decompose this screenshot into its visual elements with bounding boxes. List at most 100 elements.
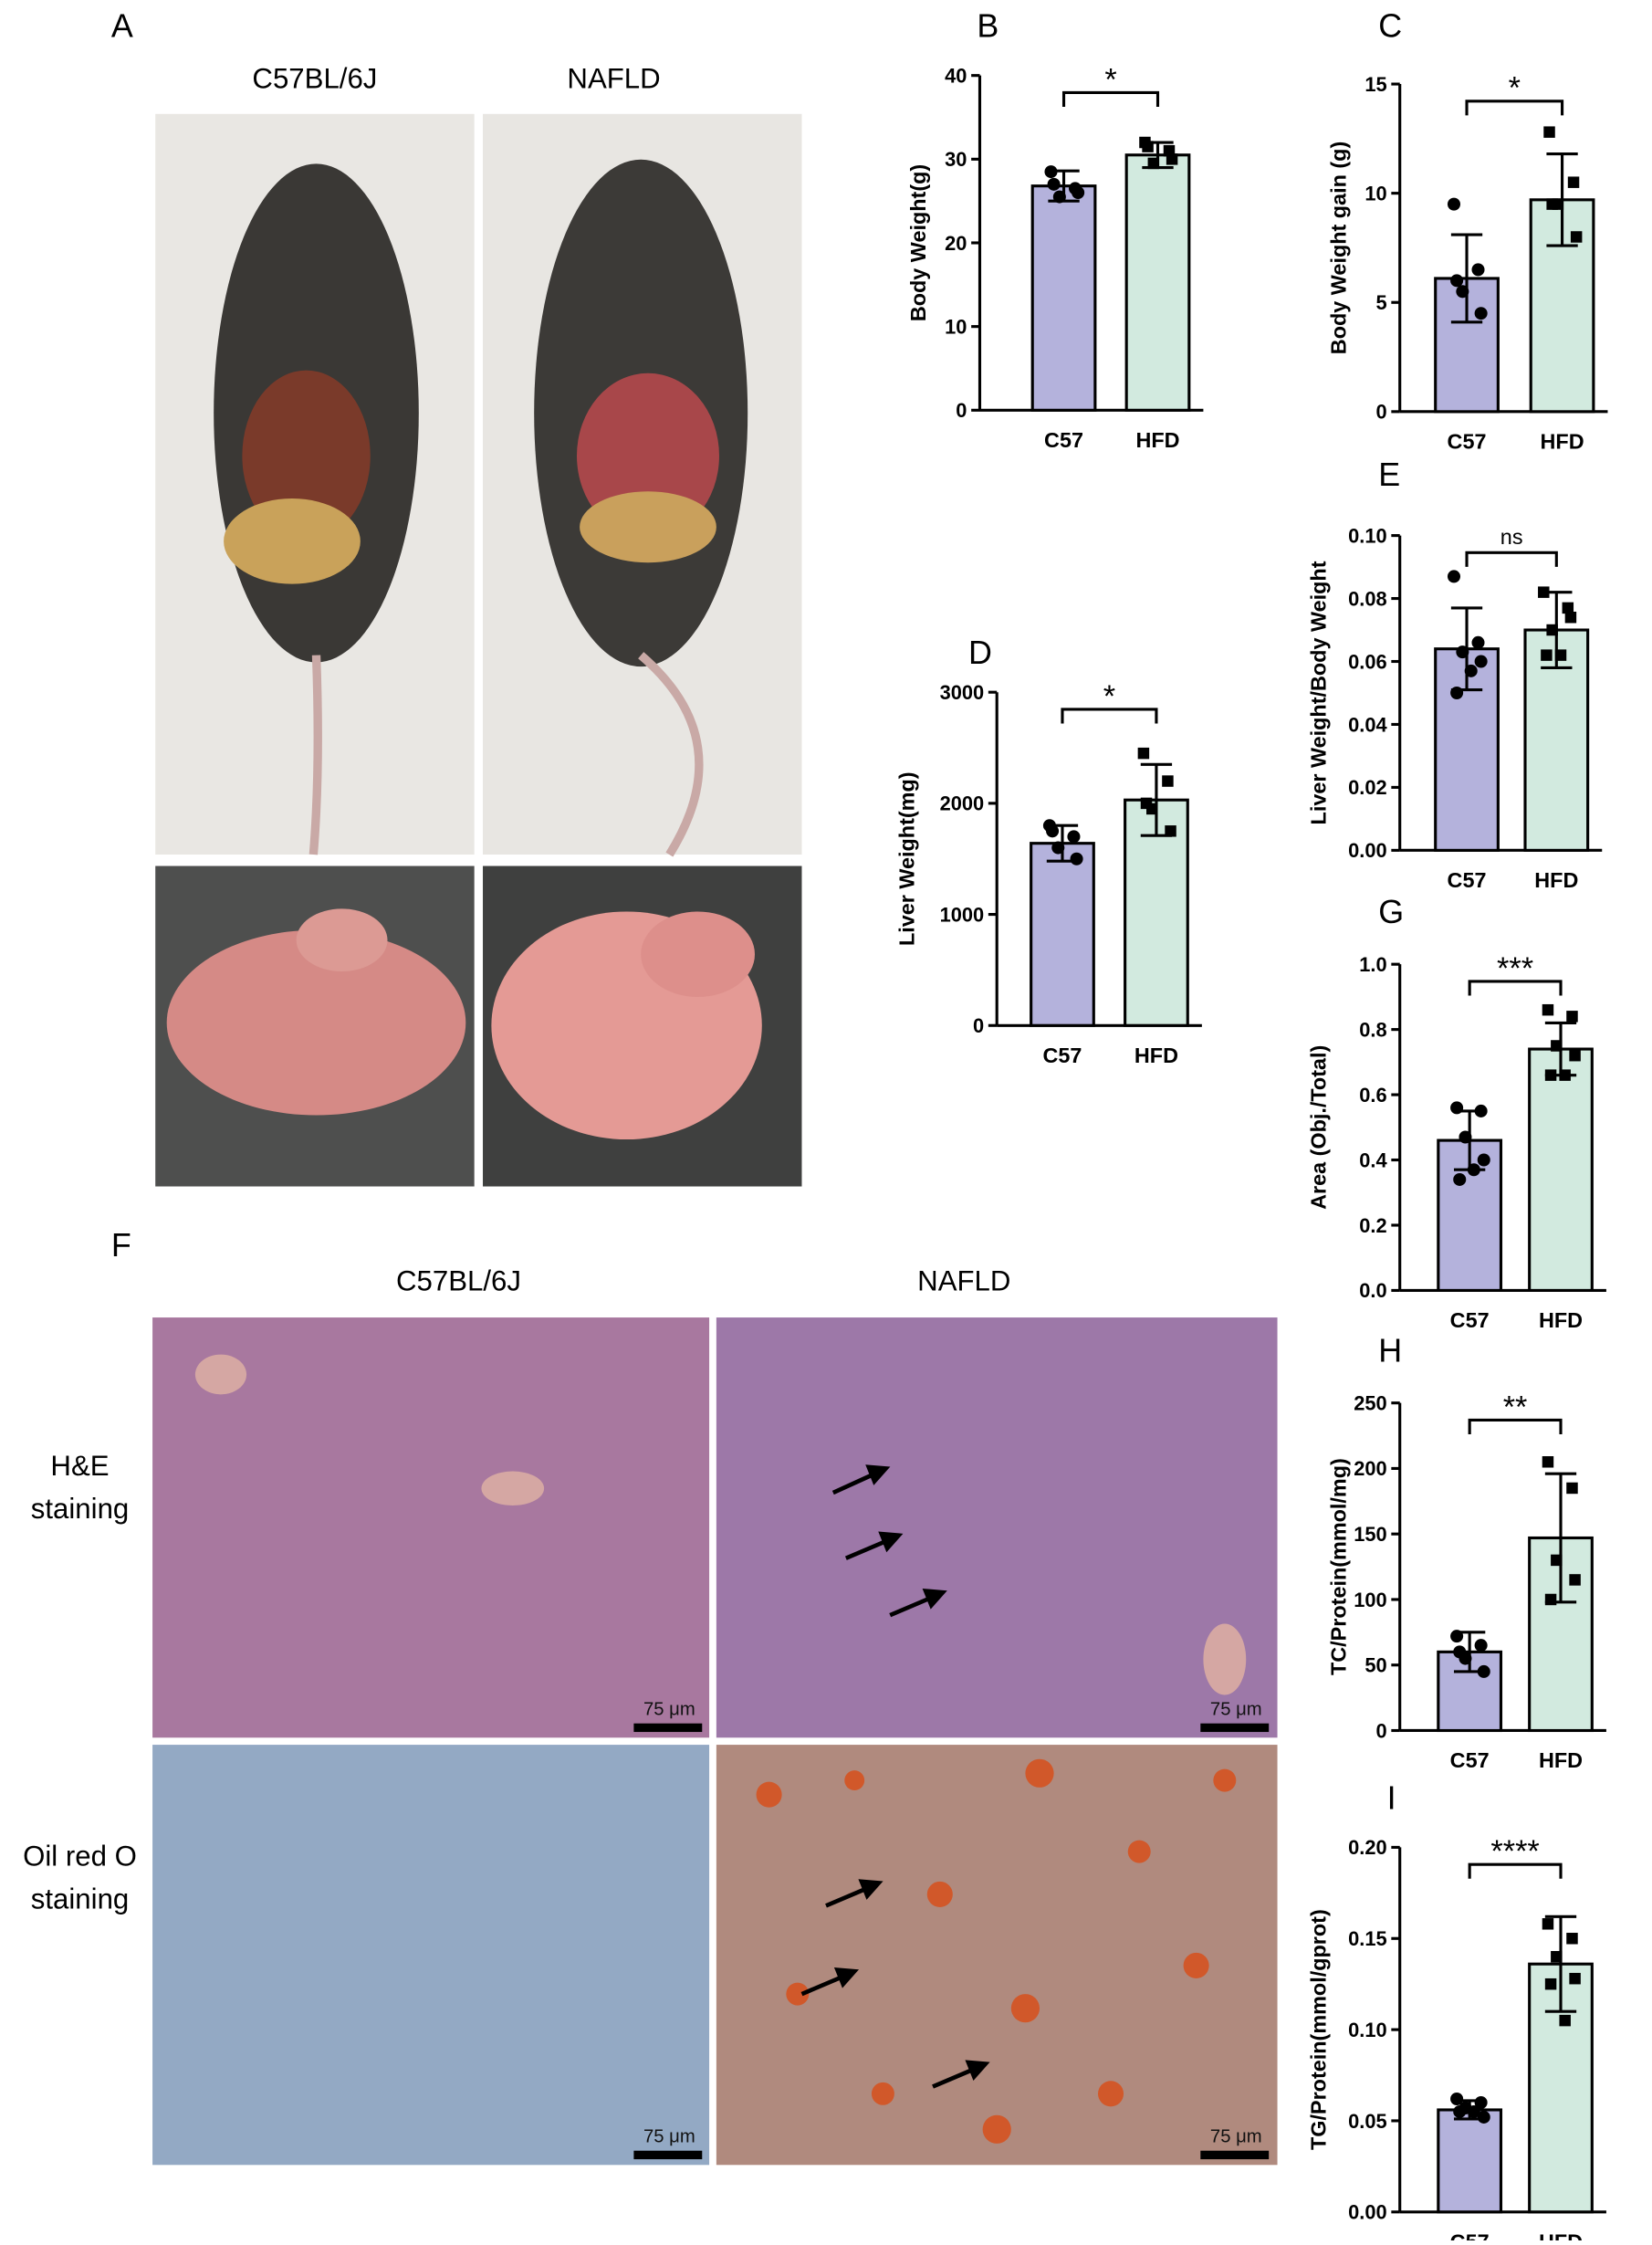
y-tick-label: 10 <box>1364 182 1386 205</box>
bar-chart: E 0.00 0.02 0.04 0.06 0.08 0.10 Liver Weight/Bo… <box>1307 456 1603 892</box>
group-label: NAFLD <box>917 1264 1010 1296</box>
data-point <box>1047 177 1061 191</box>
data-point <box>1544 1069 1557 1081</box>
y-tick-label: 0.4 <box>1359 1149 1387 1171</box>
y-tick-label: 0.6 <box>1359 1084 1386 1107</box>
y-tick-label: 0.0 <box>1359 1279 1386 1302</box>
data-point <box>1450 2092 1464 2106</box>
x-tick-label: HFD <box>1541 429 1584 453</box>
histology-image: 75 μm <box>716 1745 1278 2166</box>
y-tick-label: 0.2 <box>1359 1214 1386 1237</box>
panel-letter: G <box>1378 894 1404 930</box>
y-axis-label: Liver Weight/Body Weight <box>1307 561 1331 824</box>
y-tick-label: 0.08 <box>1348 587 1386 610</box>
y-tick-label: 0.15 <box>1348 1927 1386 1950</box>
data-point <box>1467 1163 1480 1177</box>
bar-chart: I 0.00 0.05 0.10 0.15 0.20 TG/Protein(mmol/gpr… <box>1307 1779 1606 2245</box>
x-tick-label: HFD <box>1539 2229 1583 2240</box>
data-point <box>1166 153 1178 165</box>
panel-letter: H <box>1378 1332 1402 1369</box>
data-point <box>1453 2104 1467 2118</box>
data-point <box>1559 2014 1571 2027</box>
y-axis-label: TC/Protein(mmol/mg) <box>1326 1458 1350 1675</box>
y-tick-label: 1000 <box>940 903 985 926</box>
y-tick-label: 0 <box>973 1014 984 1037</box>
x-tick-label: C57 <box>1448 429 1487 453</box>
data-point <box>1570 231 1583 243</box>
data-point <box>1471 263 1485 277</box>
data-point <box>1566 1933 1578 1945</box>
y-axis-label: Body Weight gain (g) <box>1326 142 1350 354</box>
data-point <box>1052 190 1066 204</box>
y-axis-label: Area (Obj./Total) <box>1307 1045 1331 1210</box>
data-point <box>1474 2095 1488 2110</box>
significance-bracket <box>1061 708 1158 724</box>
significance-label: ** <box>1503 1390 1528 1424</box>
y-tick-label: 40 <box>945 64 967 87</box>
data-point <box>1551 1950 1563 1963</box>
data-point <box>1140 797 1153 810</box>
y-tick-label: 20 <box>945 232 967 255</box>
bar <box>1124 153 1191 412</box>
significance-label: ns <box>1500 525 1523 549</box>
x-tick-label: C57 <box>1448 868 1487 892</box>
data-point <box>1544 1593 1557 1606</box>
panel-letter: D <box>968 635 992 671</box>
histology-image: 75 μm <box>152 1745 710 2166</box>
group-label: NAFLD <box>567 63 660 95</box>
error-bar <box>1450 233 1483 324</box>
mouse-photo <box>483 113 802 857</box>
data-point <box>1147 157 1160 170</box>
x-tick-label: C57 <box>1450 2229 1490 2240</box>
y-tick-label: 0.05 <box>1348 2110 1386 2133</box>
bar <box>1030 842 1095 1027</box>
group-label: C57BL/6J <box>396 1264 521 1296</box>
scale-bar-label: 75 μm <box>1210 2126 1262 2146</box>
data-point <box>1477 2110 1490 2124</box>
scale-bar-label: 75 μm <box>643 1699 695 1719</box>
data-point <box>1569 1972 1581 1985</box>
data-point <box>1070 852 1083 865</box>
panel-letter: I <box>1387 1779 1396 1816</box>
significance-label: *** <box>1497 951 1533 986</box>
bar-chart: D 0 1000 2000 3000 Liver Weight(mg) C57 HFD * <box>895 635 1202 1067</box>
data-point <box>1453 1645 1467 1659</box>
data-point <box>1447 197 1461 211</box>
data-point <box>1567 176 1580 188</box>
data-point <box>1551 1040 1563 1052</box>
significance-bracket <box>1061 90 1160 108</box>
data-point <box>1566 1011 1578 1023</box>
data-point <box>1474 1104 1488 1117</box>
bar-chart: H 0 50 100 150 200 250 TC/Protein(mmol/mg) C57 HF… <box>1326 1332 1606 1772</box>
y-tick-label: 0.10 <box>1348 2019 1386 2041</box>
panel-letter: B <box>977 8 999 45</box>
y-tick-label: 15 <box>1364 73 1386 96</box>
data-point <box>1542 1456 1554 1468</box>
x-tick-label: C57 <box>1044 428 1083 452</box>
y-tick-label: 0.00 <box>1348 839 1386 862</box>
data-point <box>1542 1003 1554 1016</box>
y-tick-label: 0.02 <box>1348 776 1386 799</box>
data-point <box>1542 1918 1554 1930</box>
data-point <box>1551 1554 1563 1567</box>
y-axis-label: Liver Weight(mg) <box>895 771 919 946</box>
y-axis-label: Body Weight(g) <box>906 164 930 321</box>
scale-bar-label: 75 μm <box>1210 1699 1262 1719</box>
bar <box>1030 184 1097 412</box>
y-tick-label: 2000 <box>940 792 985 815</box>
data-point <box>1142 141 1154 152</box>
y-tick-label: 250 <box>1354 1391 1386 1414</box>
x-tick-label: HFD <box>1534 868 1578 892</box>
mouse-photo <box>155 113 475 855</box>
data-point <box>1543 126 1555 138</box>
bar <box>1437 2108 1503 2214</box>
x-tick-label: C57 <box>1043 1044 1082 1067</box>
y-tick-label: 5 <box>1376 291 1387 314</box>
bar <box>1434 277 1500 414</box>
bar-chart: C 0 5 10 15 Body Weight gain (g) C57 HFD * <box>1326 8 1608 453</box>
data-point <box>1464 664 1478 677</box>
data-point <box>1541 649 1553 661</box>
bar <box>1528 1047 1594 1292</box>
significance-bracket <box>1468 980 1563 996</box>
